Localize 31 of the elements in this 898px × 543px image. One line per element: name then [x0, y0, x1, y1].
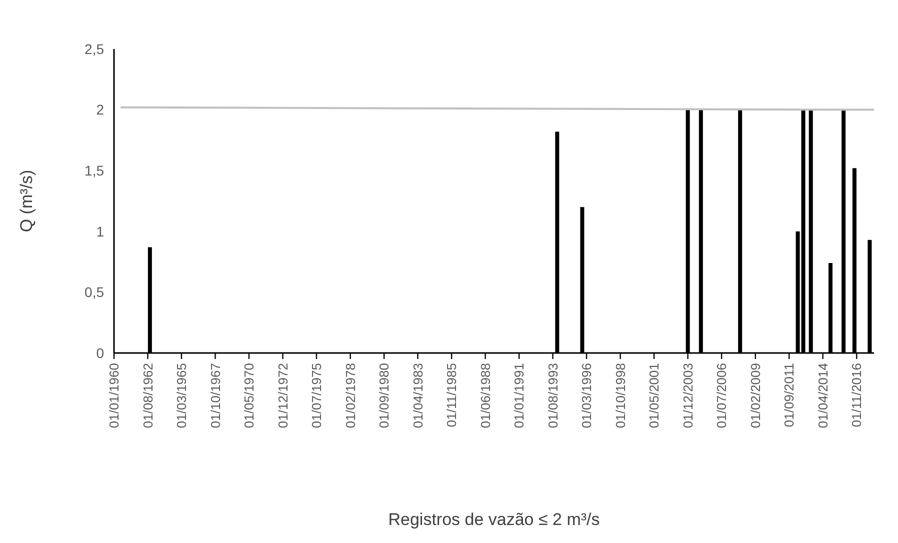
y-tick-label: 1,5: [84, 162, 104, 178]
x-tick-label: 01/01/1991: [512, 363, 527, 428]
y-tick-label: 0: [96, 344, 104, 361]
x-tick-label: 01/08/1993: [545, 363, 560, 428]
x-axis-title: Registros de vazão ≤ 2 m³/s: [388, 510, 600, 529]
x-tick-label: 01/10/1998: [612, 363, 628, 428]
y-axis-title: Q (m³/s): [17, 170, 36, 232]
x-tick-label: 01/02/2009: [748, 363, 763, 428]
x-tick-label: 01/08/1962: [140, 363, 156, 428]
x-tick-label: 01/07/2006: [714, 363, 730, 428]
y-tick-label: 0,5: [84, 284, 104, 300]
x-tick-label: 01/03/1965: [174, 363, 190, 428]
x-tick-label: 01/11/1985: [444, 363, 460, 428]
x-tick-label: 01/09/2011: [782, 363, 797, 428]
x-tick-label: 01/10/1967: [208, 363, 223, 428]
x-tick-label: 01/12/2003: [680, 363, 696, 428]
y-tick-label: 2,5: [84, 40, 104, 57]
x-tick-label: 01/04/1983: [410, 363, 426, 428]
x-tick-label: 01/11/2016: [849, 363, 864, 428]
x-tick-label: 01/09/1980: [376, 363, 392, 428]
x-tick-label: 01/05/1970: [242, 363, 257, 428]
x-tick-label: 01/07/1975: [309, 363, 324, 428]
x-tick-label: 01/04/2014: [815, 363, 830, 428]
y-tick-label: 2: [96, 102, 104, 118]
x-tick-label: 01/06/1988: [478, 363, 493, 428]
y-tick-label: 1: [96, 223, 104, 240]
x-tick-label: 01/02/1978: [342, 363, 358, 428]
x-tick-label: 01/12/1972: [275, 363, 290, 428]
x-tick-label: 01/01/1960: [106, 363, 122, 428]
x-tick-label: 01/05/2001: [646, 363, 662, 428]
x-tick-label: 01/03/1996: [579, 363, 594, 428]
